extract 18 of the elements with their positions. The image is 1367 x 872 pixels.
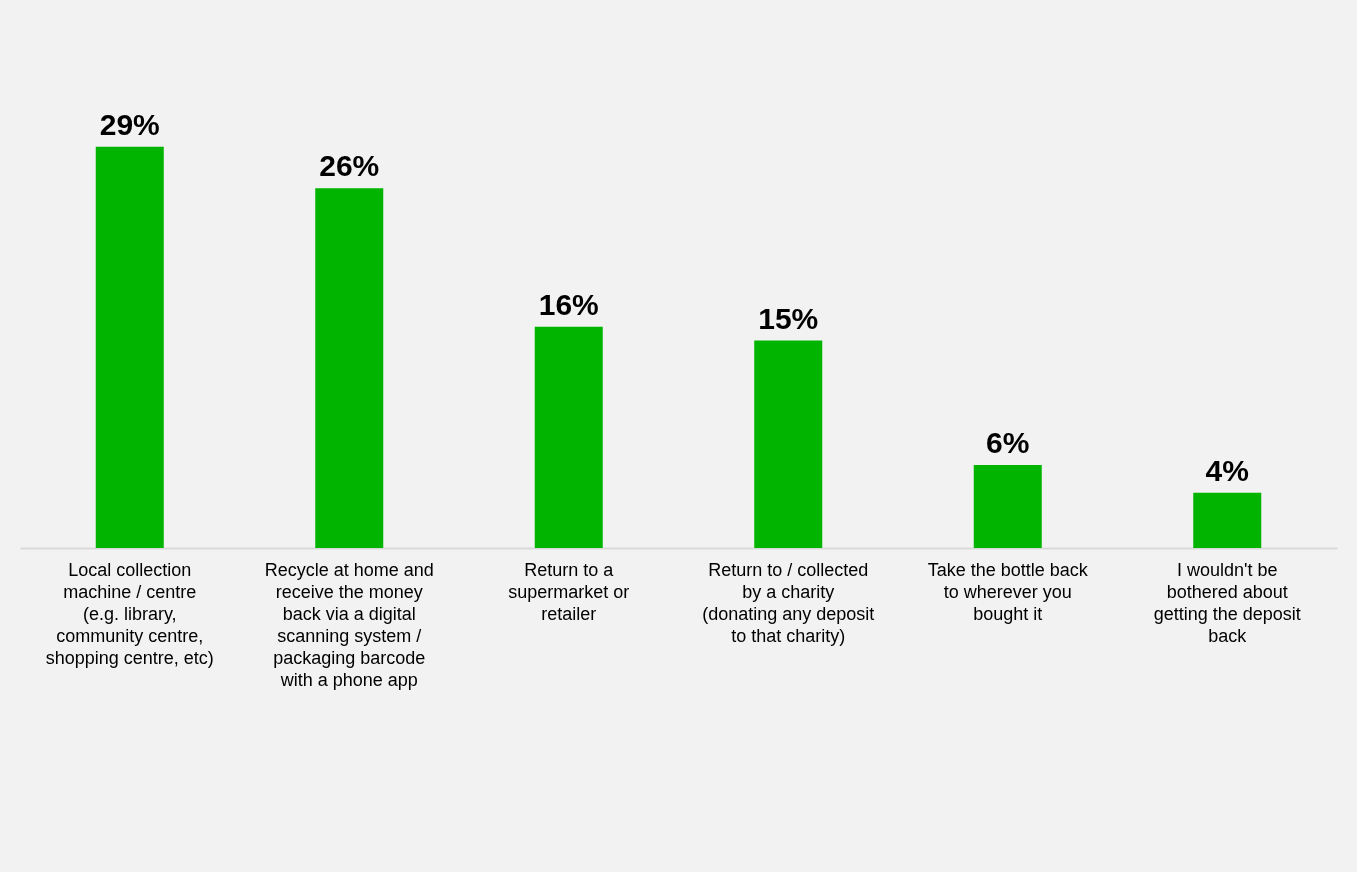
x-tick-label: I wouldn't be bothered about getting the deposit back bbox=[1153, 560, 1301, 646]
data-label: 26% bbox=[319, 149, 380, 183]
bar bbox=[534, 326, 603, 548]
x-tick-label: Local collection machine / centre (e.g. library, community centre, shopping centre, etc) bbox=[45, 560, 214, 668]
x-tick-label: Return to a supermarket or retailer bbox=[508, 560, 630, 624]
data-label: 6% bbox=[986, 426, 1030, 459]
x-tick-label: Return to / collected by a charity (donating any deposit to that charity) bbox=[702, 560, 875, 646]
bar bbox=[1193, 492, 1262, 548]
data-label: 16% bbox=[538, 287, 599, 321]
data-label: 29% bbox=[99, 107, 160, 141]
data-label: 15% bbox=[758, 301, 819, 335]
x-tick-label: Recycle at home and receive the money back via a digital scanning system / packaging barcode with a phone app bbox=[264, 560, 434, 690]
bar bbox=[754, 340, 823, 548]
bar bbox=[973, 465, 1042, 548]
bar bbox=[95, 146, 164, 548]
bar bbox=[315, 188, 384, 548]
data-label: 4% bbox=[1205, 453, 1249, 487]
x-tick-label: Take the bottle back to wherever you bought it bbox=[927, 560, 1089, 624]
